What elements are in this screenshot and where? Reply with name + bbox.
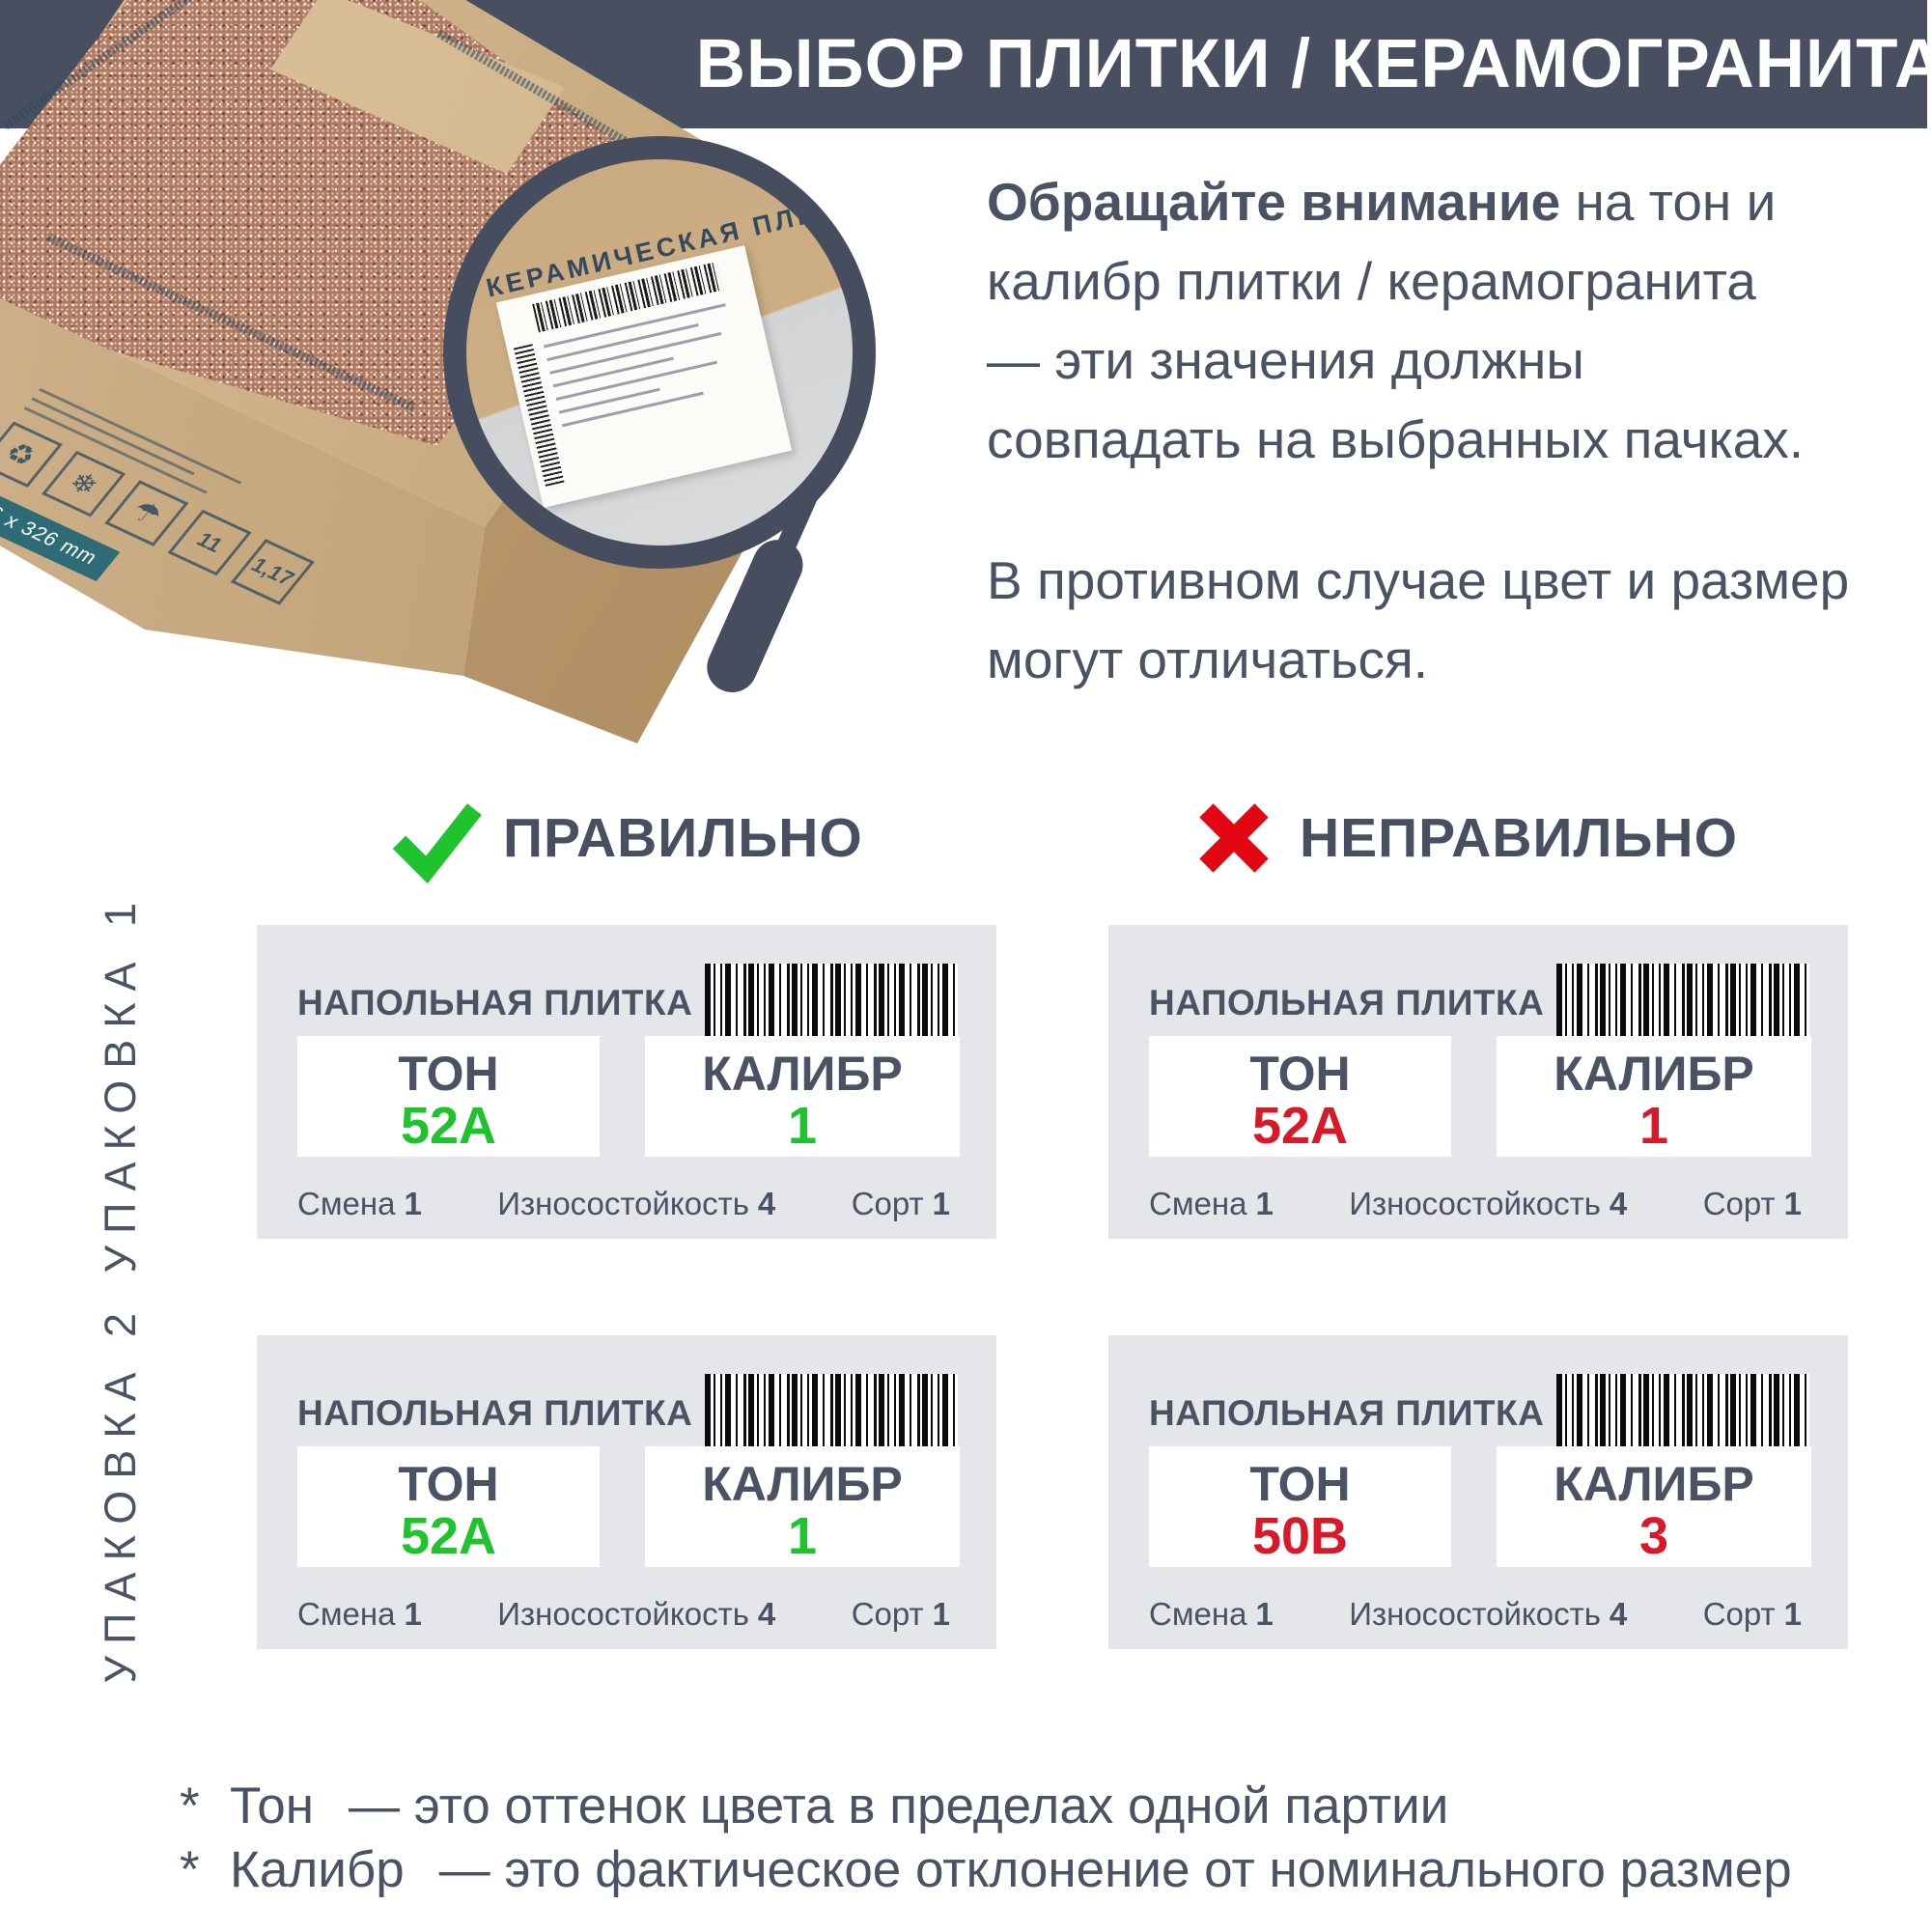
warning-line: могут отличаться.	[987, 630, 1429, 689]
tone-label: ТОН	[1249, 1047, 1351, 1101]
meta-grade: Сорт 1	[1702, 1186, 1802, 1221]
meta-shift: Смена 1	[1149, 1596, 1274, 1632]
caliber-box: КАЛИБР 1	[1497, 1036, 1811, 1157]
page-title: ВЫБОР ПЛИТКИ / КЕРАМОГРАНИТА	[695, 26, 1932, 102]
meta-wear: Износостойкость 4	[497, 1596, 776, 1632]
checkmark-icon	[392, 802, 482, 883]
tone-box: ТОН 50В	[1149, 1446, 1451, 1567]
footnote-term: Калибр	[230, 1841, 405, 1898]
tone-box: ТОН 52А	[297, 1036, 600, 1157]
meta-wear: Износостойкость 4	[1349, 1186, 1628, 1221]
intro-lead-bold: Обращайте внимание	[987, 172, 1561, 232]
asterisk: *	[180, 1778, 200, 1834]
product-photo: ♻ ❄ ☂ 11 1,17 326 x 326 mm КЕРАМИЧЕСКАЯ …	[0, 0, 927, 763]
intro-line: калибр плитки / керамогранита	[987, 251, 1756, 311]
footnote-definition: — это фактическое отклонение от номиналь…	[438, 1841, 1792, 1898]
card-title: НАПОЛЬНАЯ ПЛИТКА	[1149, 983, 1545, 1022]
umbrella-icon: ☂	[104, 480, 189, 546]
label-card-pack2-correct: НАПОЛЬНАЯ ПЛИТКА ТОН 52А КАЛИБР 1 Смена 1…	[257, 1335, 996, 1649]
correct-header: ПРАВИЛЬНО	[390, 788, 863, 888]
cross-icon	[1199, 803, 1269, 873]
meta-grade: Сорт 1	[1702, 1596, 1802, 1632]
caliber-label: КАЛИБР	[1554, 1047, 1754, 1101]
footnote-term: Тон	[230, 1778, 314, 1834]
tone-box: ТОН 52А	[297, 1446, 600, 1567]
meta-shift: Смена 1	[297, 1596, 422, 1632]
barcode	[700, 1374, 963, 1451]
meta-shift: Смена 1	[297, 1186, 422, 1221]
correct-label: ПРАВИЛЬНО	[503, 807, 863, 869]
footnote-definition: — это оттенок цвета в пределах одной пар…	[348, 1778, 1449, 1834]
label-card-pack1-incorrect: НАПОЛЬНАЯ ПЛИТКА ТОН 52А КАЛИБР 1 Смена 1…	[1108, 925, 1848, 1239]
card-meta: Смена 1 Износостойкость 4 Сорт 1	[1149, 1596, 1802, 1633]
label-card-pack2-incorrect: НАПОЛЬНАЯ ПЛИТКА ТОН 50В КАЛИБР 3 Смена 1…	[1108, 1335, 1848, 1649]
tone-value: 52А	[400, 1097, 497, 1155]
pack-label-1: УПАКОВКА 1	[91, 891, 151, 1273]
meta-grade: Сорт 1	[851, 1186, 950, 1221]
caliber-value: 1	[787, 1097, 818, 1155]
caliber-value: 1	[1638, 1097, 1669, 1155]
warning-paragraph: В противном случае цвет и размер могут о…	[987, 541, 1849, 699]
footnotes: * Тон — это оттенок цвета в пределах одн…	[180, 1775, 1792, 1902]
caliber-box: КАЛИБР 1	[645, 1036, 960, 1157]
caliber-label: КАЛИБР	[1554, 1457, 1754, 1511]
meta-wear: Износостойкость 4	[1349, 1596, 1628, 1632]
caliber-label: КАЛИБР	[702, 1047, 903, 1101]
caliber-label: КАЛИБР	[702, 1457, 903, 1511]
intro-paragraph: Обращайте внимание на тон и калибр плитк…	[987, 162, 1804, 479]
snowflake-icon: ❄	[42, 450, 126, 518]
tone-label: ТОН	[1249, 1457, 1351, 1511]
meta-grade: Сорт 1	[851, 1596, 950, 1632]
tone-value: 52А	[1251, 1097, 1349, 1155]
label-card-pack1-correct: НАПОЛЬНАЯ ПЛИТКА ТОН 52А КАЛИБР 1 Смена 1…	[257, 925, 996, 1239]
caliber-box: КАЛИБР 1	[645, 1446, 960, 1567]
barcode	[1552, 1374, 1814, 1451]
tone-label: ТОН	[398, 1457, 499, 1511]
caliber-value: 1	[787, 1507, 818, 1565]
caliber-value: 3	[1638, 1507, 1669, 1565]
incorrect-header: НЕПРАВИЛЬНО	[1193, 788, 1738, 888]
footnote-tone: * Тон — это оттенок цвета в пределах одн…	[180, 1775, 1792, 1838]
footnote-caliber: * Калибр — это фактическое отклонение от…	[180, 1838, 1792, 1902]
incorrect-label: НЕПРАВИЛЬНО	[1300, 807, 1738, 869]
asterisk: *	[180, 1841, 200, 1898]
count-badge: 11	[167, 509, 252, 576]
card-meta: Смена 1 Износостойкость 4 Сорт 1	[297, 1186, 950, 1222]
meta-wear: Износостойкость 4	[497, 1186, 776, 1221]
caliber-box: КАЛИБР 3	[1497, 1446, 1811, 1567]
tone-value: 50В	[1251, 1507, 1349, 1565]
card-title: НАПОЛЬНАЯ ПЛИТКА	[297, 983, 693, 1022]
warning-line: В противном случае цвет и размер	[987, 550, 1850, 610]
tone-value: 52А	[400, 1507, 497, 1565]
intro-line: — эти значения должны	[987, 330, 1584, 390]
meta-shift: Смена 1	[1149, 1186, 1274, 1221]
barcode	[1552, 964, 1814, 1041]
intro-line: Обращайте внимание на тон и	[987, 162, 1804, 241]
intro-line: совпадать на выбранных пачках.	[987, 409, 1805, 469]
pack-label-text: УПАКОВКА 2	[96, 1301, 145, 1684]
card-title: НАПОЛЬНАЯ ПЛИТКА	[1149, 1393, 1545, 1433]
pack-label-text: УПАКОВКА 1	[96, 890, 145, 1274]
intro-lead-rest: на тон и	[1560, 172, 1777, 232]
card-meta: Смена 1 Износостойкость 4 Сорт 1	[297, 1596, 950, 1633]
card-meta: Смена 1 Износостойкость 4 Сорт 1	[1149, 1186, 1802, 1222]
tone-label: ТОН	[398, 1047, 499, 1101]
card-title: НАПОЛЬНАЯ ПЛИТКА	[297, 1393, 693, 1433]
tone-box: ТОН 52А	[1149, 1036, 1451, 1157]
barcode	[700, 964, 963, 1041]
area-badge: 1,17	[230, 539, 315, 605]
pack-label-2: УПАКОВКА 2	[91, 1302, 151, 1683]
